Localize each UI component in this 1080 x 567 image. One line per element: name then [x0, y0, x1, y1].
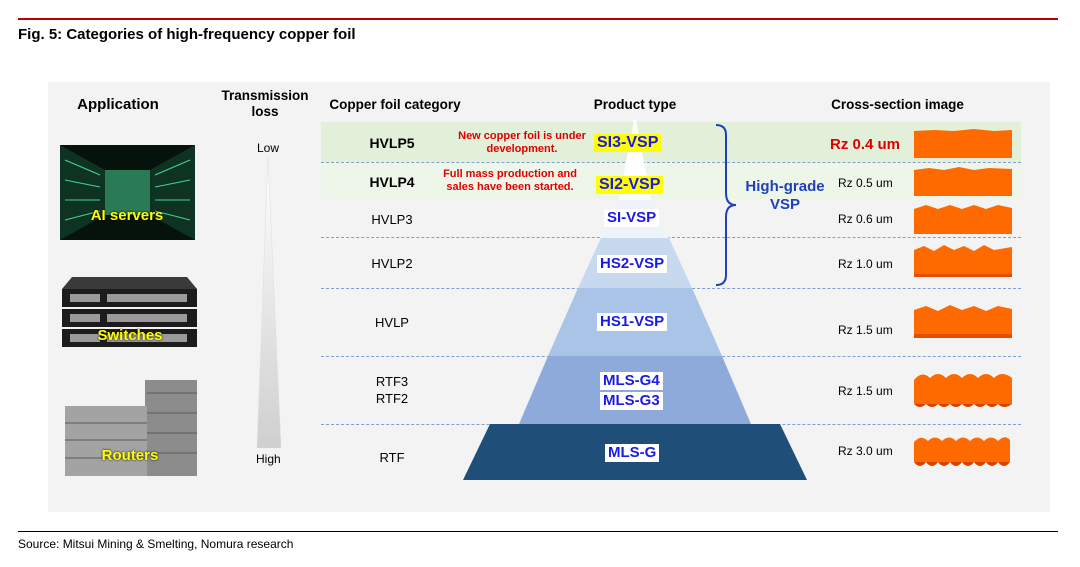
- band-hvlp5: [321, 122, 1021, 162]
- category-hvlp2: HVLP2: [371, 256, 413, 271]
- foil-section-hvlp: [914, 305, 1012, 338]
- product-si2-vsp: SI2-VSP: [596, 176, 664, 194]
- switches-image: [62, 277, 197, 350]
- rz-hvlp: Rz 1.5 um: [838, 323, 893, 337]
- figure-title: Fig. 5: Categories of high-frequency cop…: [18, 26, 356, 43]
- source-rule: [18, 531, 1058, 532]
- header-copper-foil-category: Copper foil category: [329, 97, 461, 112]
- header-product-type: Product type: [593, 97, 677, 112]
- routers-label: Routers: [101, 447, 159, 464]
- rz-hvlp4: Rz 0.5 um: [838, 176, 893, 190]
- foil-section-rtf: [914, 437, 1010, 466]
- product-hs1-vsp: HS1-VSP: [597, 313, 668, 331]
- row-divider: [321, 162, 1021, 163]
- note-hvlp5: New copper foil is under development.: [458, 130, 586, 155]
- product-mls-g3: MLS-G3: [600, 392, 663, 410]
- category-rtf: RTF: [379, 450, 405, 465]
- transmission-loss-wedge: [256, 158, 282, 448]
- foil-section-rtf3-rtf2: [914, 374, 1012, 407]
- rz-rtf3-rtf2: Rz 1.5 um: [838, 384, 893, 398]
- loss-high-label: High: [256, 452, 281, 466]
- rz-hvlp5: Rz 0.4 um: [830, 136, 901, 153]
- rz-hvlp3: Rz 0.6 um: [838, 212, 893, 226]
- foil-section-hvlp5: [914, 129, 1012, 158]
- loss-low-label: Low: [257, 141, 280, 155]
- title-rule: [18, 18, 1058, 20]
- product-si3-vsp: SI3-VSP: [594, 134, 662, 152]
- foil-section-hvlp2: [914, 245, 1012, 277]
- category-hvlp4: HVLP4: [369, 174, 415, 190]
- foil-section-hvlp4: [914, 167, 1012, 196]
- product-si-vsp: SI-VSP: [604, 209, 660, 227]
- high-grade-brace: [715, 124, 737, 286]
- rz-rtf: Rz 3.0 um: [838, 444, 893, 458]
- foil-section-hvlp3: [914, 205, 1012, 234]
- product-mls-g4: MLS-G4: [600, 372, 663, 390]
- category-hvlp5: HVLP5: [369, 135, 415, 151]
- header-transmission-loss: Transmission loss: [221, 88, 309, 119]
- ai-servers-image: [60, 145, 195, 240]
- switches-label: Switches: [97, 327, 163, 344]
- rz-hvlp2: Rz 1.0 um: [838, 257, 893, 271]
- header-application: Application: [77, 96, 159, 113]
- product-hs2-vsp: HS2-VSP: [597, 255, 668, 273]
- source-note: Source: Mitsui Mining & Smelting, Nomura…: [18, 537, 294, 551]
- ai-servers-label: AI servers: [90, 207, 164, 224]
- header-cross-section: Cross-section image: [831, 97, 964, 112]
- note-hvlp4: Full mass production and sales have been…: [443, 168, 577, 193]
- high-grade-label: High-grade VSP: [745, 178, 825, 213]
- category-hvlp3: HVLP3: [371, 212, 413, 227]
- category-rtf3-rtf2: RTF3 RTF2: [375, 374, 409, 406]
- row-divider: [321, 237, 1021, 238]
- band-hvlp4: [321, 162, 1021, 199]
- category-hvlp: HVLP: [375, 315, 409, 330]
- routers-image: [65, 378, 200, 478]
- product-mls-g: MLS-G: [605, 444, 660, 462]
